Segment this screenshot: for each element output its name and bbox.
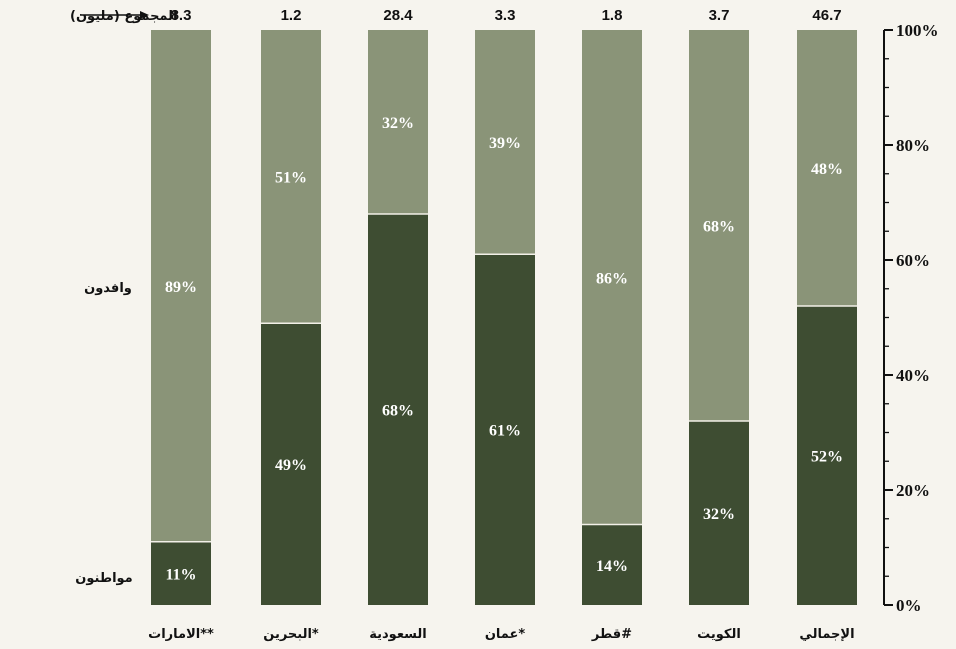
bar-citizens-0 xyxy=(797,306,857,605)
series-label-citizens: مواطنون xyxy=(75,571,132,586)
data-label-expatriates-6: 89% xyxy=(165,279,197,296)
total-label-1: 3.7 xyxy=(709,7,730,24)
bar-expatriates-6 xyxy=(151,30,211,542)
data-label-citizens-2: 14% xyxy=(596,558,628,575)
total-label-0: 46.7 xyxy=(812,7,841,24)
y-tick-label-0: 0% xyxy=(896,596,922,615)
bar-citizens-5 xyxy=(261,323,321,605)
y-axis: 0% 20% 40% 60% 80% 100% xyxy=(883,21,939,615)
data-label-citizens-0: 52% xyxy=(811,449,843,466)
data-label-expatriates-3: 39% xyxy=(489,135,521,152)
data-label-expatriates-4: 32% xyxy=(382,115,414,132)
data-label-expatriates-0: 48% xyxy=(811,161,843,178)
category-label-1: الكويت xyxy=(697,627,741,642)
bar-citizens-1 xyxy=(689,421,749,605)
data-label-citizens-1: 32% xyxy=(703,506,735,523)
data-label-citizens-3: 61% xyxy=(489,423,521,440)
category-label-2: #قطر xyxy=(591,627,632,642)
data-label-expatriates-2: 86% xyxy=(596,270,628,287)
total-labels: 46.7 3.7 1.8 3.3 28.4 1.2 8.3 xyxy=(171,7,842,24)
bar-expatriates-4 xyxy=(368,30,428,214)
y-tick-label-5: 100% xyxy=(896,21,939,40)
bar-expatriates-2 xyxy=(582,30,642,525)
y-tick-label-2: 40% xyxy=(896,366,930,385)
total-label-5: 1.2 xyxy=(281,7,302,24)
category-label-4: السعودية xyxy=(369,627,427,642)
bar-citizens-3 xyxy=(475,254,535,605)
bar-citizens-4 xyxy=(368,214,428,605)
data-label-expatriates-5: 51% xyxy=(275,170,307,187)
total-label-6: 8.3 xyxy=(171,7,192,24)
category-label-3: *عمان xyxy=(485,627,526,642)
y-tick-label-3: 60% xyxy=(896,251,930,270)
bar-expatriates-3 xyxy=(475,30,535,255)
total-label-3: 3.3 xyxy=(495,7,516,24)
bar-citizens-6 xyxy=(151,541,211,605)
bars-group: 52% 48% 32% 68% 14% 86% 61% 39% 68% 32% 49% 51% 11% 8… xyxy=(151,30,857,605)
bar-expatriates-1 xyxy=(689,30,749,421)
totals-label: المجموع (مليون) xyxy=(70,9,178,24)
series-side-labels: المجموع (مليون) وافدون مواطنون xyxy=(70,9,178,586)
total-label-4: 28.4 xyxy=(383,7,413,24)
category-labels: الإجمالي الكويت #قطر *عمان السعودية *البحرين *… xyxy=(148,627,854,642)
totals-arrow-head xyxy=(140,11,149,19)
y-tick-label-1: 20% xyxy=(896,481,930,500)
data-label-expatriates-1: 68% xyxy=(703,219,735,236)
category-label-5: *البحرين xyxy=(263,627,319,642)
category-label-6: **الامارات xyxy=(148,627,214,642)
data-label-citizens-6: 11% xyxy=(165,566,196,583)
data-label-citizens-5: 49% xyxy=(275,457,307,474)
bar-expatriates-5 xyxy=(261,30,321,324)
bar-expatriates-0 xyxy=(797,30,857,306)
data-label-citizens-4: 68% xyxy=(382,403,414,420)
category-label-0: الإجمالي xyxy=(799,627,854,642)
y-tick-label-4: 80% xyxy=(896,136,930,155)
series-label-expatriates: وافدون xyxy=(84,281,132,296)
total-label-2: 1.8 xyxy=(602,7,623,24)
bar-citizens-2 xyxy=(582,524,642,605)
